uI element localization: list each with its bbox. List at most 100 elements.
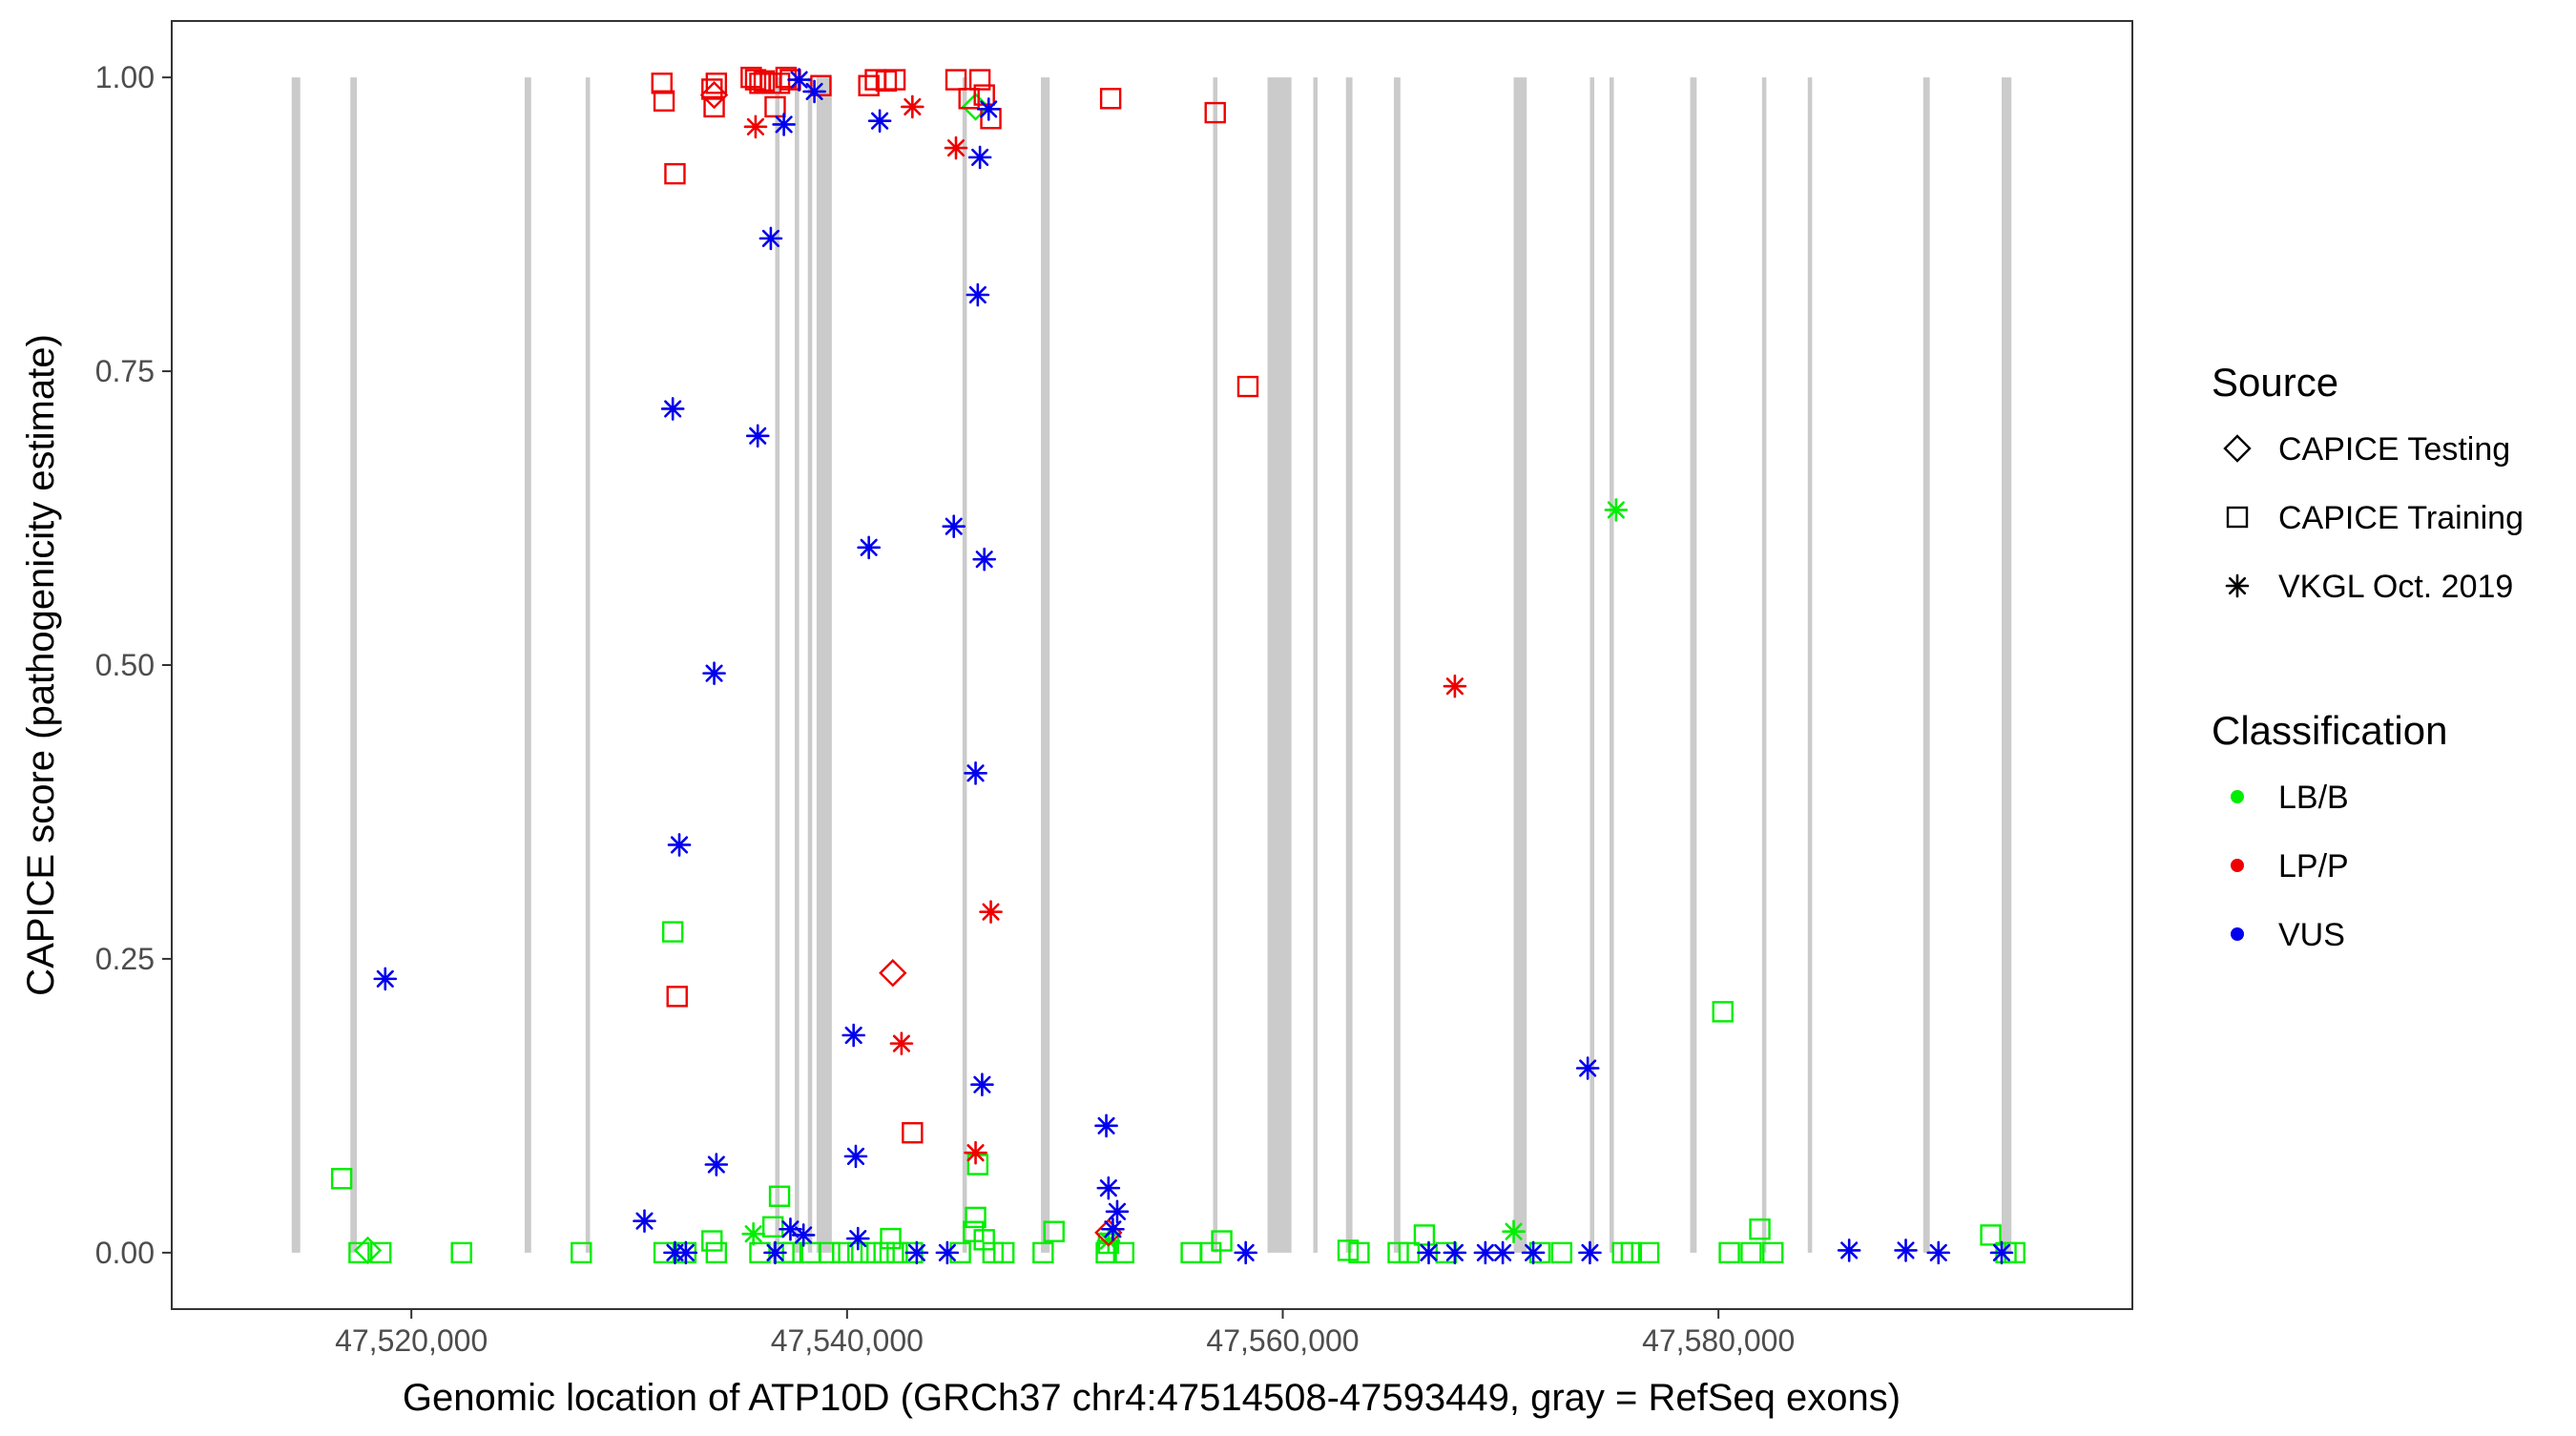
legend-marker xyxy=(2231,790,2244,803)
exon-band xyxy=(524,77,531,1253)
legend-classification-items: LB/B LP/P VUS xyxy=(2231,780,2349,953)
exon-band xyxy=(1393,77,1401,1253)
y-axis-title: CAPICE score (pathogenicity estimate) xyxy=(20,334,62,996)
data-point xyxy=(982,1241,1005,1264)
legend-marker xyxy=(2231,927,2244,941)
x-tick-label: 47,540,000 xyxy=(771,1323,924,1358)
exon-band xyxy=(1345,77,1353,1253)
data-point xyxy=(1387,1241,1409,1264)
exon-band xyxy=(1589,77,1595,1253)
data-point xyxy=(1413,1224,1436,1246)
y-tick-label: 0.75 xyxy=(95,354,155,388)
data-point xyxy=(667,833,692,857)
legend-classification-title: Classification xyxy=(2212,708,2447,753)
data-point xyxy=(945,69,967,91)
exon-band xyxy=(1041,77,1050,1253)
data-point xyxy=(1620,1241,1643,1264)
legend-label: LP/P xyxy=(2278,848,2349,884)
data-point xyxy=(664,162,686,185)
data-point xyxy=(743,114,768,139)
data-point xyxy=(745,424,770,448)
data-point xyxy=(705,1241,728,1264)
data-point xyxy=(843,1144,868,1169)
exon-band xyxy=(2002,77,2012,1253)
y-tick-label: 0.00 xyxy=(95,1236,155,1270)
data-point xyxy=(1199,1241,1222,1264)
data-point xyxy=(768,1185,791,1207)
y-tick-label: 0.50 xyxy=(95,648,155,682)
data-point xyxy=(1749,1218,1771,1240)
data-point xyxy=(1234,1240,1257,1265)
data-point xyxy=(753,70,776,93)
exon-band xyxy=(962,77,967,1253)
data-point xyxy=(701,1230,723,1252)
data-point xyxy=(967,145,992,170)
data-point xyxy=(1096,1176,1121,1200)
exon-band xyxy=(775,77,780,1253)
legend: Source CAPICE Testing CAPICE Training VKGL… xyxy=(2212,360,2524,953)
data-point xyxy=(741,1221,765,1246)
data-point xyxy=(1094,1113,1118,1138)
data-point xyxy=(1337,1239,1360,1261)
data-point xyxy=(1550,1241,1572,1264)
data-point xyxy=(901,94,924,119)
exon-band xyxy=(1807,77,1813,1253)
data-point xyxy=(703,95,725,118)
data-points xyxy=(330,66,2025,1265)
exon-band xyxy=(1267,77,1292,1253)
legend-source-title: Source xyxy=(2212,360,2338,405)
data-point xyxy=(1112,1241,1135,1264)
x-axis: 47,520,000 47,540,000 47,560,000 47,580,000 xyxy=(335,1309,1795,1358)
data-point xyxy=(758,226,783,251)
data-point xyxy=(968,69,991,91)
exon-band xyxy=(350,77,358,1253)
legend-source-items: CAPICE Testing CAPICE Training VKGL Oct. 2… xyxy=(2223,431,2524,605)
data-point xyxy=(1712,1001,1734,1023)
data-point xyxy=(1604,498,1629,522)
data-point xyxy=(904,1240,929,1265)
data-point xyxy=(1718,1241,1740,1264)
legend-marker xyxy=(2226,506,2249,529)
data-point xyxy=(1105,1199,1130,1224)
data-point xyxy=(702,661,726,685)
data-point xyxy=(902,1122,924,1144)
data-point xyxy=(666,986,688,1008)
data-point xyxy=(762,1216,784,1238)
data-point xyxy=(1348,1241,1370,1264)
data-point xyxy=(1443,1240,1467,1265)
y-tick-label: 0.25 xyxy=(95,942,155,976)
data-point xyxy=(768,73,791,94)
data-point xyxy=(857,535,881,560)
data-point xyxy=(348,1241,370,1264)
data-point xyxy=(1762,1241,1784,1264)
data-point xyxy=(1211,1230,1233,1252)
data-point xyxy=(993,1241,1015,1264)
data-point xyxy=(1443,674,1467,698)
data-point xyxy=(764,95,786,118)
data-point xyxy=(958,88,980,110)
legend-label: VKGL Oct. 2019 xyxy=(2278,569,2513,605)
data-point xyxy=(841,1023,865,1048)
data-point xyxy=(1204,101,1226,124)
data-point xyxy=(791,1223,816,1247)
data-point xyxy=(661,921,684,943)
data-point xyxy=(763,1240,787,1265)
data-point xyxy=(772,113,796,136)
data-point xyxy=(802,79,826,104)
data-point xyxy=(1032,1241,1054,1264)
data-point xyxy=(705,73,728,94)
data-point xyxy=(1502,1219,1526,1244)
legend-marker xyxy=(2223,434,2252,463)
data-point xyxy=(879,959,907,988)
data-point xyxy=(935,1240,960,1265)
data-point xyxy=(1837,1238,1861,1262)
data-point xyxy=(699,80,729,110)
data-point xyxy=(1980,1224,2002,1246)
x-axis-title: Genomic location of ATP10D (GRCh37 chr4:… xyxy=(403,1377,1901,1419)
data-point xyxy=(963,1220,985,1242)
exon-band xyxy=(807,77,813,1253)
data-point xyxy=(873,1241,895,1264)
data-point xyxy=(944,135,968,160)
